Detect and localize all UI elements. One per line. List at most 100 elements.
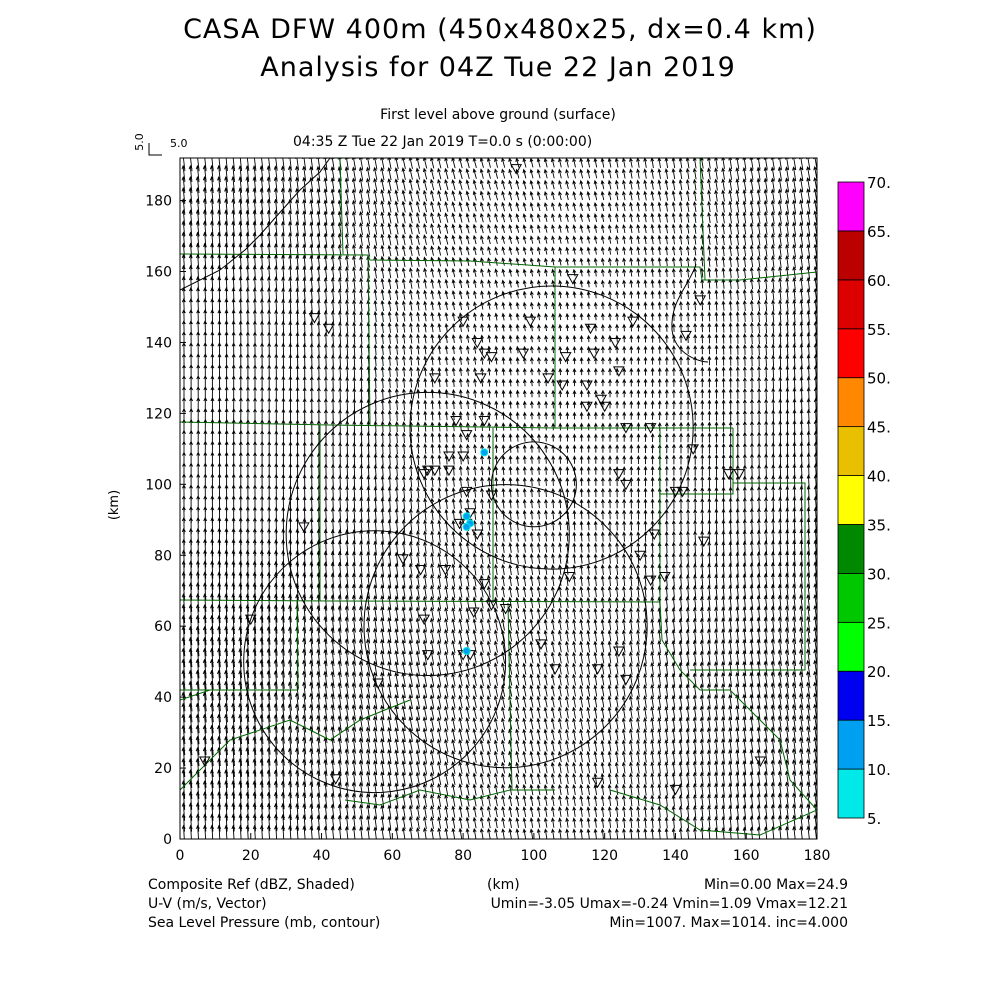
colorbar-label: 65. [867,223,891,241]
station-marker [478,415,491,427]
radar-ring [490,441,577,528]
colorbar-label: 35. [867,516,891,534]
station-marker [453,518,466,530]
station-marker [535,639,547,650]
y-tick-label: 180 [145,194,172,210]
station-marker [244,614,257,626]
station-marker [644,575,657,587]
footer-xlabel: (km) [487,877,520,893]
x-tick-label: 80 [454,848,472,864]
county-line [507,602,513,791]
colorbar-label: 55. [867,321,891,339]
station-marker [620,479,632,491]
station-marker [428,465,441,477]
station-marker [485,490,498,501]
colorbar-label: 45. [867,419,891,437]
station-marker [722,469,735,480]
colorbar-swatch [837,621,865,672]
station-marker [627,316,639,328]
reflectivity-colorbar: 5. 10. 15. 20. 25. 30. 35. 40. 45. 50. 55. 60. 65. 70… [837,174,891,828]
station-marker [418,469,431,480]
station-marker [397,554,409,565]
station-marker [450,415,462,427]
county-line [660,482,806,671]
colorbar-swatch [837,426,865,476]
x-tick-label: 40 [313,848,331,864]
station-marker [588,348,600,360]
echo-cell [462,522,471,531]
station-marker [467,607,480,619]
station-marker [556,380,569,392]
station-marker [329,774,342,785]
isobar-line [180,158,331,291]
colorbar-swatch [837,670,865,721]
station-marker [421,650,434,661]
station-markers [198,164,767,796]
vector-key-label-h: 5.0 [170,137,188,150]
pressure-contours [180,158,709,363]
valid-time-subtitle: 04:35 Z Tue 22 Jan 2019 T=0.0 s (0:00:00… [293,134,593,150]
station-marker [322,323,335,335]
colorbar-swatch [837,377,865,428]
colorbar-label: 15. [867,712,891,730]
y-tick-label: 40 [154,690,172,706]
station-marker [563,572,576,583]
station-marker [524,316,537,328]
y-tick-label: 0 [163,832,172,848]
station-marker [591,777,604,789]
station-marker [443,451,455,462]
station-marker [517,348,530,360]
county-line [699,158,706,281]
station-marker [620,423,632,434]
station-marker [457,451,469,462]
station-marker [298,522,310,533]
colorbar-swatch [837,524,865,574]
station-marker [428,373,441,384]
station-marker [499,603,512,615]
county-line [180,421,733,429]
station-marker [460,430,473,441]
station-marker [598,401,611,413]
station-marker [559,352,572,363]
footer-field2-stats: Umin=-3.05 Umax=-0.24 Vmin=1.09 Vmax=12.… [490,896,848,912]
y-tick-label: 100 [145,477,172,493]
x-tick-label: 140 [662,848,689,864]
station-marker [439,564,452,576]
county-line [609,789,817,836]
station-marker [198,756,211,767]
station-marker [471,337,484,349]
isobar-line [671,263,709,363]
y-tick-label: 20 [154,761,172,777]
radar-range-rings [243,285,694,794]
colorbar-swatch [837,768,865,819]
county-line [339,158,344,255]
footer-field2: U-V (m/s, Vector) [148,896,267,912]
x-tick-label: 20 [242,848,260,864]
station-marker [697,536,710,548]
y-tick-label: 140 [145,335,172,351]
footer-field1-stats: Min=0.00 Max=24.9 [703,877,848,893]
station-marker [566,274,579,285]
footer-field1: Composite Ref (dBZ, Shaded) [148,877,355,893]
colorbar-label: 20. [867,663,891,681]
station-marker [644,423,657,434]
station-marker [591,664,604,675]
station-marker [421,465,434,477]
x-tick-label: 180 [804,848,831,864]
vector-key: 5.0 5.0 [133,133,188,156]
radar-ring [243,530,507,794]
station-marker [612,469,625,480]
station-marker [478,579,491,590]
station-marker [669,784,682,796]
station-marker [612,366,625,377]
station-marker [581,380,593,392]
colorbar-label: 70. [867,174,891,192]
echo-cell [462,512,471,521]
colorbar-label: 30. [867,565,891,583]
colorbar-label: 10. [867,761,891,779]
station-marker [460,486,473,498]
station-marker [510,164,523,175]
station-marker [414,564,427,576]
station-marker [609,337,622,349]
analysis-time-title: Analysis for 04Z Tue 22 Jan 2019 [260,52,736,83]
